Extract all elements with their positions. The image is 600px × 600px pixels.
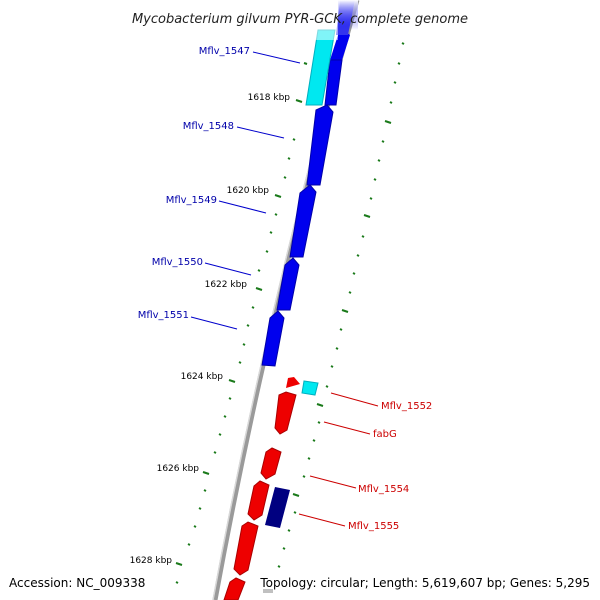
kbp-label: 1618 kbp <box>248 93 291 103</box>
gene-arrow-reverse[interactable] <box>286 377 300 388</box>
gene-label-left[interactable]: Mflv_1550 <box>152 257 203 268</box>
gene-label-right[interactable]: fabG <box>373 429 397 440</box>
gene-label-left[interactable]: Mflv_1549 <box>166 195 217 206</box>
gene-arrow-dark[interactable] <box>265 487 290 528</box>
left-leader-lines <box>190 51 301 330</box>
gene-label-left[interactable]: Mflv_1551 <box>138 310 189 321</box>
gene-label-right[interactable]: Mflv_1552 <box>381 401 432 412</box>
gene-arrow-forward[interactable] <box>261 310 285 367</box>
gene-arrow-reverse[interactable] <box>233 521 259 576</box>
map-title: Mycobacterium gilvum PYR-GCK, complete g… <box>132 12 468 27</box>
gene-arrow-reverse[interactable] <box>247 480 270 521</box>
kbp-label: 1626 kbp <box>157 464 200 474</box>
kbp-label: 1620 kbp <box>227 186 270 196</box>
gene-label-left[interactable]: Mflv_1547 <box>199 46 250 57</box>
right-leader-lines <box>298 392 379 527</box>
topology-label: Topology: circular; Length: 5,619,607 bp… <box>259 576 590 590</box>
gene-label-left[interactable]: Mflv_1548 <box>183 121 234 132</box>
gene-fade <box>338 0 358 30</box>
gene-arrow-reverse[interactable] <box>260 447 282 480</box>
rna-feature-fade <box>316 20 338 40</box>
gene-arrow-forward[interactable] <box>330 30 350 60</box>
gene-arrow-forward[interactable] <box>324 59 343 106</box>
gene-label-right[interactable]: Mflv_1555 <box>348 521 399 532</box>
kbp-label: 1622 kbp <box>205 280 248 290</box>
gene-arrow-forward[interactable] <box>276 257 300 311</box>
inner-tick-ring <box>175 62 308 584</box>
gene-fragment <box>263 589 273 593</box>
gene-arrow-reverse[interactable] <box>274 391 297 435</box>
accession-label: Accession: NC_009338 <box>9 576 145 590</box>
outer-tick-ring <box>277 42 405 568</box>
kbp-label: 1628 kbp <box>130 556 173 566</box>
rna-feature[interactable] <box>301 380 319 396</box>
kbp-label: 1624 kbp <box>181 372 224 382</box>
gene-arrow-forward[interactable] <box>289 184 317 258</box>
gene-label-right[interactable]: Mflv_1554 <box>358 484 409 495</box>
gene-arrow-reverse[interactable] <box>223 577 246 600</box>
gene-arrow-forward[interactable] <box>306 104 334 186</box>
